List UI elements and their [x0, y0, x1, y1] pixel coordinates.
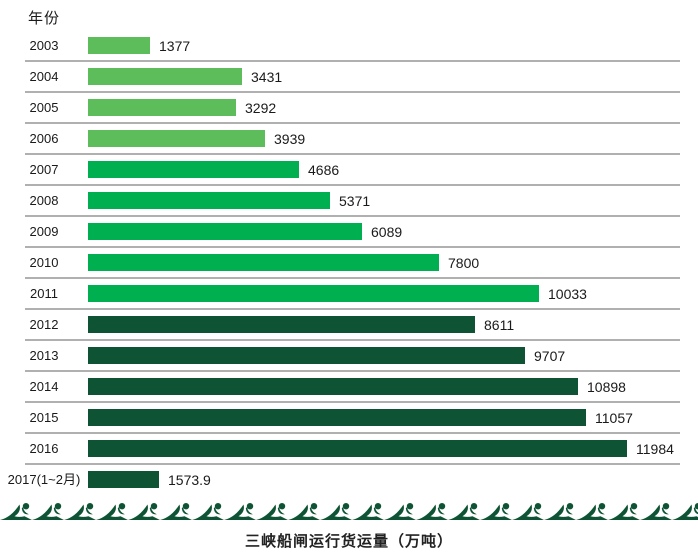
bar-row-2012: 2012 8611	[0, 309, 698, 341]
bar-plot-area: 3939	[88, 130, 698, 147]
bar	[88, 130, 265, 147]
year-label: 2016	[29, 441, 59, 456]
bar-row-2007: 2007 4686	[0, 154, 698, 186]
row-separator	[25, 463, 680, 465]
bar-row-2014: 2014 10898	[0, 371, 698, 403]
bar-row-2010: 2010 7800	[0, 247, 698, 279]
value-label: 5371	[339, 192, 371, 209]
bar-plot-area: 1377	[88, 37, 698, 54]
bar-plot-area: 10033	[88, 285, 698, 302]
bar	[88, 471, 159, 488]
bar-plot-area: 11984	[88, 440, 698, 457]
year-label: 2011	[30, 286, 58, 301]
row-separator	[25, 339, 680, 341]
bar-plot-area: 10898	[88, 378, 698, 395]
y-axis-label: 年份	[27, 10, 60, 27]
row-separator	[25, 401, 680, 403]
year-label: 2013	[29, 348, 59, 363]
bar-row-2013: 2013 9707	[0, 340, 698, 372]
year-label: 2014	[29, 379, 59, 394]
bar	[88, 37, 150, 54]
bar	[88, 347, 525, 364]
value-label: 4686	[308, 161, 340, 178]
bar-plot-area: 11057	[88, 409, 698, 426]
year-label: 2012	[29, 317, 59, 332]
row-separator	[25, 215, 680, 217]
bar-plot-area: 5371	[88, 192, 698, 209]
year-label: 2010	[29, 255, 59, 270]
row-separator	[25, 370, 680, 372]
bar	[88, 440, 627, 457]
bar-row-2008: 2008 5371	[0, 185, 698, 217]
row-separator	[25, 246, 680, 248]
bar	[88, 68, 242, 85]
year-label: 2015	[29, 410, 59, 425]
bar-row-2016: 2016 11984	[0, 433, 698, 465]
bar-plot-area: 6089	[88, 223, 698, 240]
bar-row-2006: 2006 3939	[0, 123, 698, 155]
year-label: 2006	[29, 131, 59, 146]
bar-plot-area: 3431	[88, 68, 698, 85]
year-label: 2008	[29, 193, 59, 208]
bar-plot-area: 9707	[88, 347, 698, 364]
bar-plot-area: 1573.9	[88, 471, 698, 488]
value-label: 3939	[274, 130, 306, 147]
bar-rows: 2003 1377 2004 3431 2005 3292	[0, 30, 698, 495]
value-label: 10898	[587, 378, 626, 395]
value-label: 9707	[534, 347, 566, 364]
value-label: 7800	[448, 254, 480, 271]
wave-decoration	[0, 501, 698, 521]
bar-row-2017(1~2月): 2017(1~2月) 1573.9	[0, 464, 698, 495]
row-separator	[25, 277, 680, 279]
row-separator	[25, 308, 680, 310]
row-separator	[25, 91, 680, 93]
bar	[88, 409, 586, 426]
value-label: 11984	[636, 440, 674, 457]
bar	[88, 254, 439, 271]
bar-plot-area: 7800	[88, 254, 698, 271]
year-label: 2007	[29, 162, 59, 177]
value-label: 1377	[159, 37, 191, 54]
year-label: 2004	[29, 69, 59, 84]
bar-plot-area: 8611	[88, 316, 698, 333]
bar	[88, 223, 362, 240]
bar-row-2009: 2009 6089	[0, 216, 698, 248]
bar	[88, 99, 236, 116]
bar	[88, 316, 475, 333]
chart-title: 三峡船闸运行货运量（万吨）	[244, 533, 453, 550]
value-label: 6089	[371, 223, 403, 240]
bar-row-2003: 2003 1377	[0, 30, 698, 62]
value-label: 1573.9	[168, 471, 211, 488]
year-label: 2003	[29, 38, 59, 53]
row-separator	[25, 153, 680, 155]
value-label: 3431	[251, 68, 283, 85]
value-label: 3292	[245, 99, 277, 116]
value-label: 8611	[484, 316, 515, 333]
row-separator	[25, 432, 680, 434]
year-label: 2005	[29, 100, 59, 115]
bar	[88, 192, 330, 209]
bar	[88, 161, 299, 178]
bar	[88, 378, 578, 395]
value-label: 10033	[548, 285, 587, 302]
row-separator	[25, 60, 680, 62]
year-label: 2009	[29, 224, 59, 239]
value-label: 11057	[595, 409, 633, 426]
bar	[88, 285, 539, 302]
bar-row-2011: 2011 10033	[0, 278, 698, 310]
bar-row-2005: 2005 3292	[0, 92, 698, 124]
bar-row-2004: 2004 3431	[0, 61, 698, 93]
year-label: 2017(1~2月)	[7, 472, 81, 487]
bar-plot-area: 4686	[88, 161, 698, 178]
row-separator	[25, 122, 680, 124]
row-separator	[25, 184, 680, 186]
bar-plot-area: 3292	[88, 99, 698, 116]
bar-row-2015: 2015 11057	[0, 402, 698, 434]
